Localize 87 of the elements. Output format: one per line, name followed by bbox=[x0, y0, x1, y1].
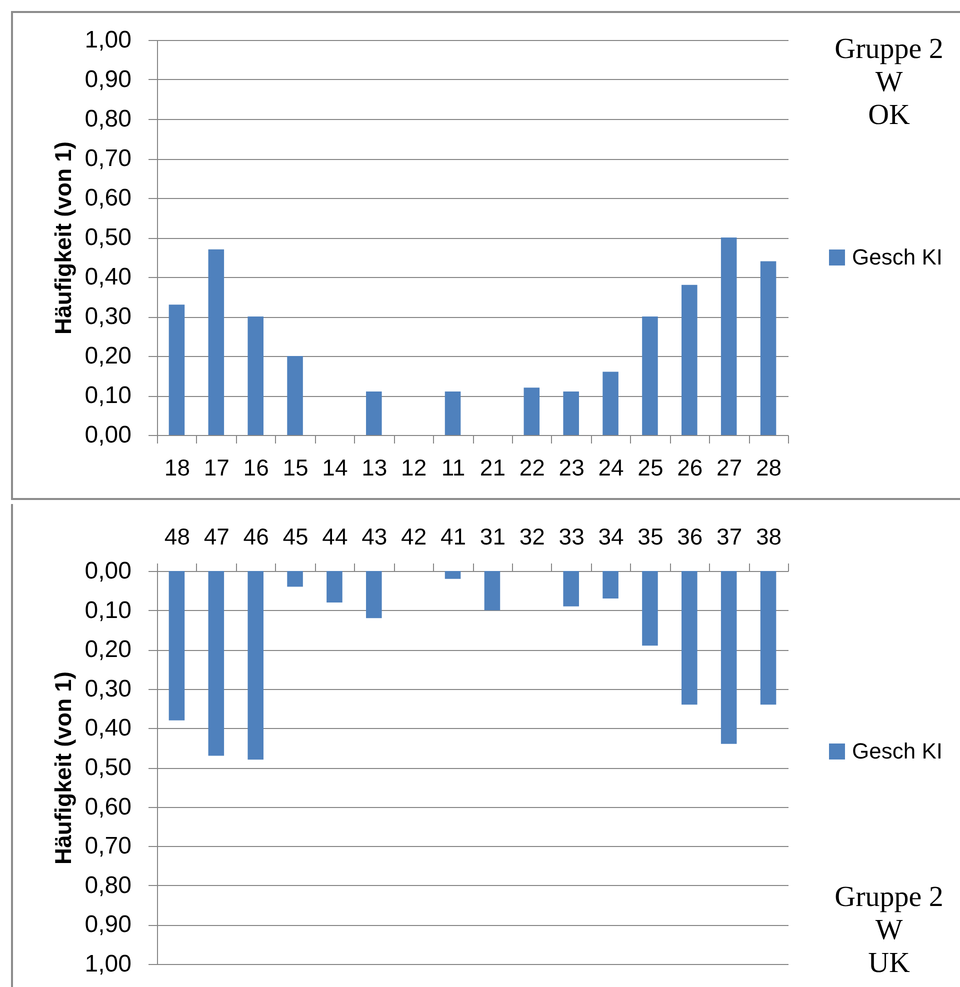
y-tick-label: 0,60 bbox=[84, 184, 132, 212]
bar bbox=[524, 388, 540, 435]
x-tick-label: 15 bbox=[282, 454, 308, 480]
bar bbox=[168, 304, 185, 435]
y-tick-label: 0,90 bbox=[84, 66, 132, 93]
bar bbox=[444, 392, 461, 435]
x-tick-label: 23 bbox=[558, 454, 584, 480]
y-tick-label: 0,50 bbox=[84, 224, 132, 251]
y-tick-label: 0,00 bbox=[84, 422, 132, 448]
x-tick-label: 18 bbox=[164, 454, 190, 480]
x-tick-label: 27 bbox=[716, 454, 742, 480]
bar bbox=[563, 392, 579, 435]
bar bbox=[287, 356, 303, 435]
x-tick-label: 42 bbox=[401, 524, 427, 550]
bar bbox=[563, 571, 579, 606]
text: Gruppe 2 W OK bbox=[834, 33, 944, 131]
x-tick-label: 25 bbox=[638, 454, 664, 480]
y-axis-title: Häufigkeit (von 1) bbox=[50, 672, 76, 864]
x-tick-label: 28 bbox=[756, 454, 782, 480]
bar bbox=[760, 261, 776, 435]
x-tick-label: 13 bbox=[362, 454, 388, 480]
x-tick-label: 44 bbox=[322, 524, 348, 550]
x-tick-label: 33 bbox=[558, 524, 584, 550]
bar bbox=[682, 284, 698, 435]
bar bbox=[366, 571, 382, 618]
x-tick-label: 24 bbox=[598, 454, 624, 480]
y-axis-title: Häufigkeit (von 1) bbox=[50, 142, 76, 334]
x-tick-label: 36 bbox=[677, 524, 703, 550]
bar bbox=[168, 571, 185, 720]
y-tick-label: 0,20 bbox=[84, 636, 132, 664]
bar bbox=[760, 571, 776, 705]
x-tick-label: 45 bbox=[282, 524, 308, 550]
legend-label: Gesch KI bbox=[852, 244, 942, 270]
y-tick-label: 0,70 bbox=[84, 832, 132, 860]
y-tick-label: 0,30 bbox=[84, 303, 132, 330]
y-tick-label: 0,80 bbox=[84, 106, 132, 132]
legend-label: Gesch KI bbox=[852, 738, 942, 764]
y-tick-label: 0,90 bbox=[84, 911, 132, 938]
x-tick-label: 16 bbox=[243, 454, 269, 480]
y-tick-label: 0,70 bbox=[84, 145, 132, 172]
x-tick-label: 22 bbox=[519, 454, 545, 480]
y-tick-label: 1,00 bbox=[84, 950, 132, 978]
y-tick-label: 0,80 bbox=[84, 872, 132, 899]
x-tick-label: 17 bbox=[204, 454, 230, 480]
x-tick-label: 37 bbox=[716, 524, 742, 550]
bar bbox=[484, 571, 500, 610]
bar bbox=[642, 571, 658, 646]
x-tick-label: 12 bbox=[401, 454, 427, 480]
bar bbox=[682, 571, 698, 705]
x-tick-label: 41 bbox=[440, 524, 466, 550]
x-tick-label: 48 bbox=[164, 524, 190, 550]
y-tick-label: 0,60 bbox=[84, 793, 132, 820]
y-tick-label: 0,10 bbox=[84, 382, 132, 409]
bar bbox=[602, 372, 618, 435]
x-tick-label: 46 bbox=[243, 524, 269, 550]
y-tick-label: 0,00 bbox=[84, 558, 132, 584]
bar bbox=[248, 571, 264, 760]
x-tick-label: 38 bbox=[756, 524, 782, 550]
bar bbox=[720, 571, 737, 744]
x-tick-label: 35 bbox=[638, 524, 664, 550]
y-tick-label: 0,50 bbox=[84, 754, 132, 781]
x-tick-label: 47 bbox=[204, 524, 230, 550]
bar bbox=[208, 571, 224, 756]
y-tick-label: 0,40 bbox=[84, 264, 132, 290]
bar bbox=[326, 571, 342, 602]
y-tick-label: 0,20 bbox=[84, 342, 132, 370]
y-tick-label: 0,10 bbox=[84, 596, 132, 624]
x-tick-label: 26 bbox=[677, 454, 703, 480]
x-tick-label: 21 bbox=[480, 454, 506, 480]
bar bbox=[444, 571, 461, 579]
text: Gruppe 2 W UK bbox=[834, 881, 944, 979]
bar bbox=[642, 316, 658, 435]
bar bbox=[366, 392, 382, 435]
bar bbox=[602, 571, 618, 599]
x-tick-label: 31 bbox=[480, 524, 506, 550]
bar bbox=[720, 238, 737, 435]
y-tick-label: 0,40 bbox=[84, 714, 132, 742]
bar bbox=[287, 571, 303, 587]
x-tick-label: 34 bbox=[598, 524, 624, 550]
x-tick-label: 43 bbox=[362, 524, 388, 550]
x-tick-label: 11 bbox=[441, 454, 466, 480]
y-tick-label: 1,00 bbox=[84, 26, 132, 54]
bar bbox=[248, 316, 264, 435]
x-tick-label: 14 bbox=[322, 454, 348, 480]
y-tick-label: 0,30 bbox=[84, 675, 132, 702]
bar bbox=[208, 249, 224, 435]
x-tick-label: 32 bbox=[519, 524, 545, 550]
